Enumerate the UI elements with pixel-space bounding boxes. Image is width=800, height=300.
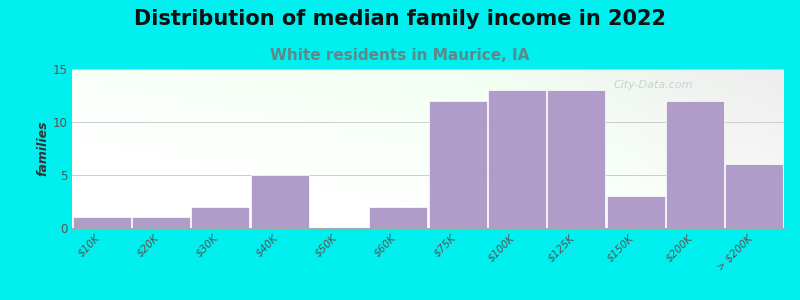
Bar [370, 207, 427, 228]
Bar [191, 207, 250, 228]
Text: White residents in Maurice, IA: White residents in Maurice, IA [270, 48, 530, 63]
Bar [666, 101, 724, 228]
Bar [726, 164, 783, 228]
Bar [250, 175, 309, 228]
Bar [547, 90, 606, 228]
Bar [73, 218, 130, 228]
Bar [132, 218, 190, 228]
Text: City-Data.com: City-Data.com [613, 80, 693, 90]
Bar [606, 196, 665, 228]
Bar [488, 90, 546, 228]
Text: Distribution of median family income in 2022: Distribution of median family income in … [134, 9, 666, 29]
Y-axis label: families: families [37, 121, 50, 176]
Bar [429, 101, 486, 228]
